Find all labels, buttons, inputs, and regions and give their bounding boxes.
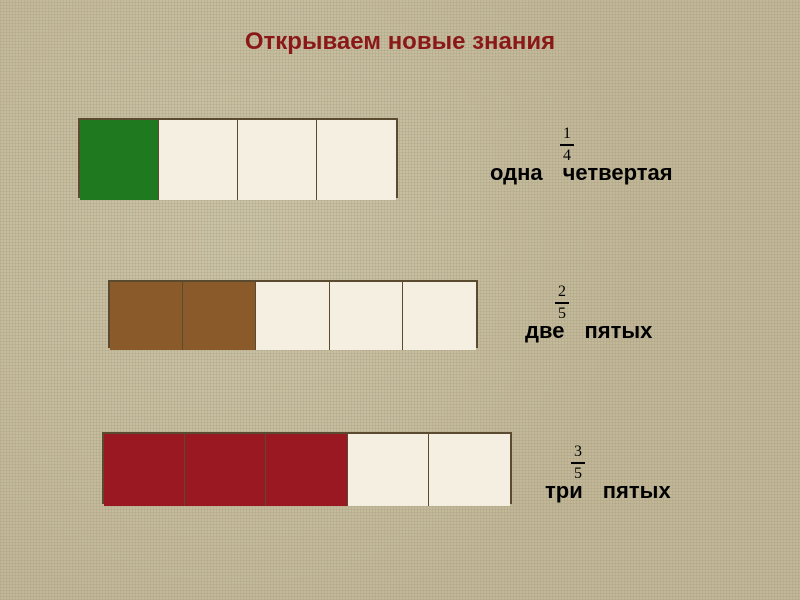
fraction-bar: [102, 432, 512, 504]
label-word-2: пятых: [584, 318, 652, 344]
empty-cell: [317, 120, 396, 200]
empty-cell: [403, 282, 476, 350]
empty-cell: [159, 120, 238, 200]
empty-cell: [330, 282, 403, 350]
filled-cell: [185, 434, 266, 506]
denominator: 4: [563, 148, 571, 164]
label-word-1: одна: [490, 160, 543, 186]
numerator: 1: [563, 126, 571, 142]
denominator: 5: [574, 466, 582, 482]
fraction-overlay: 25: [555, 284, 569, 322]
empty-cell: [429, 434, 510, 506]
fraction-row-2: [102, 432, 512, 504]
filled-cell: [80, 120, 159, 200]
label-word-2: пятых: [603, 478, 671, 504]
filled-cell: [183, 282, 256, 350]
fraction-line: [560, 144, 574, 146]
fraction-label: одна14четвертая: [490, 160, 673, 186]
fraction-line: [555, 302, 569, 304]
empty-cell: [348, 434, 429, 506]
label-word-2: четвертая: [563, 160, 673, 186]
empty-cell: [238, 120, 317, 200]
fraction-bar: [78, 118, 398, 198]
label-word-1: три: [545, 478, 583, 504]
title-text: Открываем новые знания: [245, 28, 555, 55]
numerator: 2: [558, 284, 566, 300]
fraction-line: [571, 462, 585, 464]
filled-cell: [104, 434, 185, 506]
fraction-row-1: [108, 280, 478, 348]
page-title: Открываем новые знания: [0, 0, 800, 56]
fraction-overlay: 35: [571, 444, 585, 482]
numerator: 3: [574, 444, 582, 460]
fraction-row-0: [78, 118, 398, 198]
empty-cell: [256, 282, 329, 350]
filled-cell: [266, 434, 347, 506]
fraction-label: три35пятых: [545, 478, 671, 504]
filled-cell: [110, 282, 183, 350]
fraction-overlay: 14: [560, 126, 574, 164]
fraction-label: две25пятых: [525, 318, 652, 344]
denominator: 5: [558, 306, 566, 322]
label-word-1: две: [525, 318, 564, 344]
fraction-bar: [108, 280, 478, 348]
